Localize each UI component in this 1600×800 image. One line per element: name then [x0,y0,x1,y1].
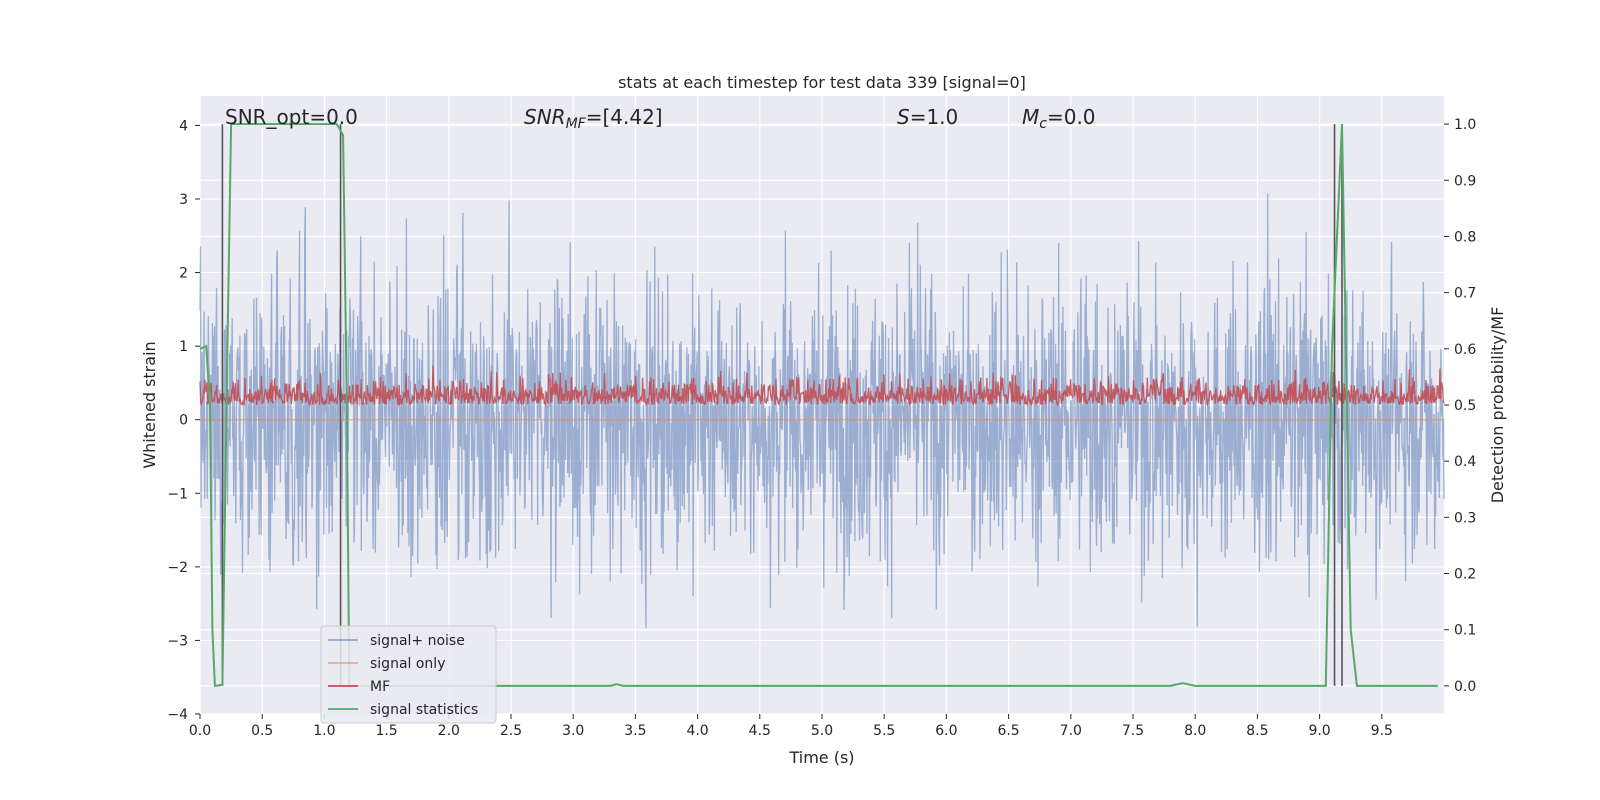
y-left-tick-label: −4 [167,707,188,723]
annotation-snr-opt: SNR_opt=0.0 [225,105,358,129]
y-right-tick-labels: 1.0 0.9 0.8 0.7 0.6 0.5 0.4 0.3 0.2 0.1 0.0 [1444,117,1476,695]
y-right-tick-label: 1.0 [1454,117,1476,133]
y-left-tick-label: −3 [167,633,188,649]
x-tick-labels: 0.0 0.5 1.0 1.5 2.0 2.5 3.0 3.5 4.0 4.5 5.0 5.5 6.0 6… [189,714,1393,739]
legend: signal+ noise signal only MF signal stat… [320,625,497,724]
x-tick-label: 0.0 [189,723,211,739]
x-tick-label: 8.5 [1246,723,1268,739]
annotation-mc: Mc=0.0 [1022,105,1096,132]
x-tick-label: 7.5 [1122,723,1144,739]
y-axis-label-left: Whitened strain [140,341,159,468]
annotation-s: S=1.0 [897,105,958,129]
y-left-tick-label: −1 [167,486,188,502]
x-tick-label: 3.0 [562,723,584,739]
legend-label-signal-only: signal only [370,656,445,672]
x-tick-label: 2.0 [438,723,460,739]
mf-series [199,365,1445,407]
vertical-markers [221,124,1343,686]
s-label: S [897,105,910,129]
y-left-tick-label: 4 [179,118,188,134]
y-left-tick-label: 3 [179,192,188,208]
x-tick-label: 3.5 [624,723,646,739]
legend-label-signal-statistics: signal statistics [370,702,478,718]
snr-mf-value: =[4.42] [586,105,663,129]
signal-noise-series [199,193,1445,629]
mf-line [199,365,1445,407]
x-tick-label: 6.5 [997,723,1019,739]
y-right-tick-label: 0.4 [1454,454,1476,470]
x-tick-label: 5.0 [811,723,833,739]
mc-sub: c [1039,116,1047,132]
chart-title: stats at each timestep for test data 339… [618,73,1026,92]
legend-label-mf: MF [370,679,390,695]
y-right-tick-label: 0.0 [1454,679,1476,695]
x-axis-label: Time (s) [788,748,854,767]
x-tick-label: 2.5 [500,723,522,739]
legend-box [320,625,497,724]
x-tick-label: 1.5 [375,723,397,739]
y-left-tick-labels: 4 3 2 1 0 −1 −2 −3 −4 [167,118,200,723]
signal-noise-line [199,193,1445,629]
y-right-tick-label: 0.5 [1454,398,1476,414]
x-tick-label: 7.0 [1060,723,1082,739]
y-axis-label-right: Detection probability/MF [1488,307,1507,504]
s-value: =1.0 [910,105,959,129]
y-left-tick-label: −2 [167,560,188,576]
y-left-tick-label: 2 [179,266,188,282]
y-right-tick-label: 0.6 [1454,342,1476,358]
y-left-tick-label: 1 [179,339,188,355]
y-right-tick-label: 0.1 [1454,623,1476,639]
x-tick-label: 8.0 [1184,723,1206,739]
legend-label-signal-noise: signal+ noise [370,633,465,649]
x-tick-label: 9.5 [1371,723,1393,739]
x-tick-label: 4.5 [749,723,771,739]
snr-mf-sub: MF [566,116,587,132]
y-right-tick-label: 0.2 [1454,567,1476,583]
y-right-tick-label: 0.9 [1454,173,1476,189]
mc-label: M [1022,105,1039,129]
x-tick-label: 0.5 [251,723,273,739]
y-right-tick-label: 0.8 [1454,229,1476,245]
y-right-tick-label: 0.3 [1454,510,1476,526]
annotation-snr-mf: SNRMF=[4.42] [524,105,663,132]
x-tick-label: 6.0 [935,723,957,739]
x-tick-label: 9.0 [1308,723,1330,739]
snr-mf-base: SNR [524,105,566,129]
y-left-tick-label: 0 [179,413,188,429]
x-tick-label: 4.0 [686,723,708,739]
x-tick-label: 1.0 [313,723,335,739]
x-tick-label: 5.5 [873,723,895,739]
mc-value: =0.0 [1047,105,1096,129]
y-right-tick-label: 0.7 [1454,286,1476,302]
